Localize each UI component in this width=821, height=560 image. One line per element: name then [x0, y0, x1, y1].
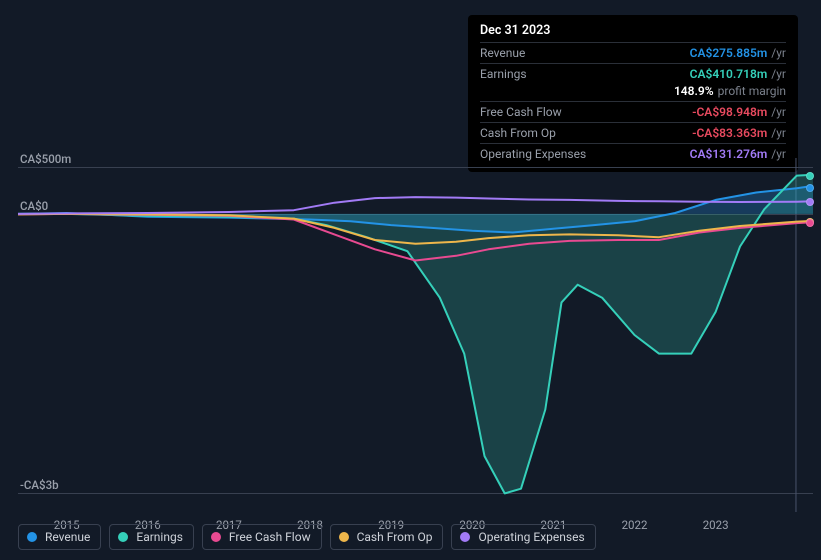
tooltip-label: Cash From Op	[480, 126, 556, 140]
tooltip-unit: /yr	[771, 105, 786, 119]
chart-plot	[18, 158, 813, 512]
legend-swatch	[118, 532, 128, 542]
legend-label: Earnings	[136, 530, 183, 544]
tooltip-row: Cash From Op -CA$83.363m /yr	[480, 122, 786, 143]
legend-swatch	[339, 532, 349, 542]
tooltip-row: Revenue CA$275.885m /yr	[480, 42, 786, 63]
series-endpoint-marker	[806, 198, 814, 206]
tooltip-row: Earnings CA$410.718m /yr	[480, 63, 786, 84]
legend-swatch	[211, 532, 221, 542]
tooltip-value: CA$410.718m	[690, 67, 768, 81]
legend-swatch	[460, 532, 470, 542]
chart-tooltip: Dec 31 2023 Revenue CA$275.885m /yr Earn…	[468, 15, 798, 172]
tooltip-value: -CA$98.948m	[692, 105, 767, 119]
x-axis-label: 2022	[622, 518, 648, 532]
series-area-earnings	[18, 175, 813, 494]
legend-item[interactable]: Operating Expenses	[451, 524, 595, 550]
tooltip-row: Free Cash Flow -CA$98.948m /yr	[480, 101, 786, 122]
tooltip-label: Earnings	[480, 67, 527, 81]
series-endpoint-marker	[806, 219, 814, 227]
tooltip-value: 148.9%	[674, 84, 714, 98]
series-endpoint-marker	[806, 172, 814, 180]
legend-label: Cash From Op	[357, 530, 433, 544]
legend-item[interactable]: Earnings	[109, 524, 194, 550]
legend-item[interactable]: Revenue	[18, 524, 101, 550]
legend-item[interactable]: Cash From Op	[330, 524, 444, 550]
x-axis-label: 2023	[703, 518, 729, 532]
legend-label: Free Cash Flow	[229, 530, 311, 544]
tooltip-subrow: 148.9% profit margin	[480, 84, 786, 101]
financials-chart[interactable]: CA$500mCA$0-CA$3b 2015201620172018201920…	[18, 158, 813, 512]
legend-swatch	[27, 532, 37, 542]
tooltip-unit: profit margin	[718, 84, 786, 98]
legend-label: Revenue	[45, 530, 90, 544]
tooltip-value: CA$275.885m	[690, 46, 768, 60]
series-endpoint-marker	[806, 184, 814, 192]
tooltip-unit: /yr	[771, 46, 786, 60]
tooltip-label: Free Cash Flow	[480, 105, 562, 119]
chart-legend: Revenue Earnings Free Cash Flow Cash From O…	[18, 524, 596, 550]
tooltip-date: Dec 31 2023	[480, 23, 786, 38]
tooltip-value: -CA$83.363m	[692, 126, 767, 140]
tooltip-unit: /yr	[771, 67, 786, 81]
tooltip-rows: Revenue CA$275.885m /yr Earnings CA$410.…	[480, 42, 786, 164]
legend-item[interactable]: Free Cash Flow	[202, 524, 322, 550]
tooltip-unit: /yr	[771, 126, 786, 140]
tooltip-label: Revenue	[480, 46, 525, 60]
legend-label: Operating Expenses	[478, 530, 584, 544]
